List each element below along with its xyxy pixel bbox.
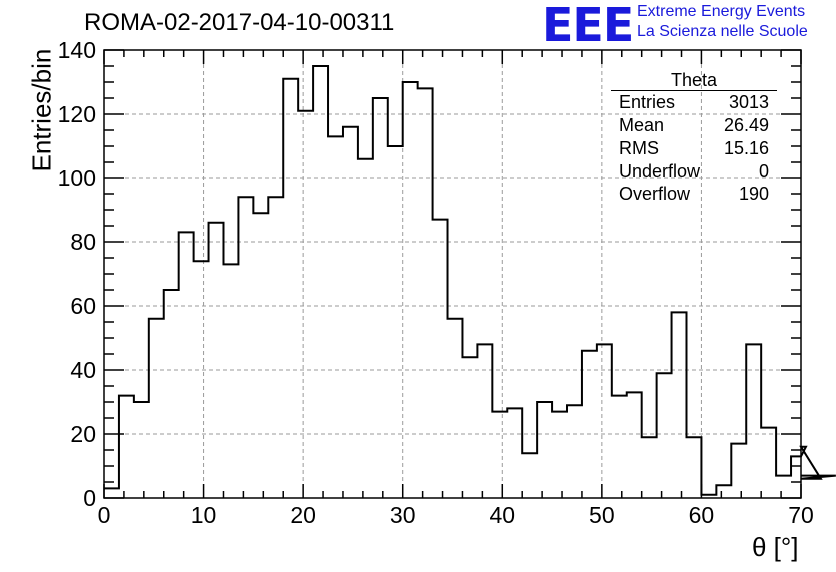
y-tick-label: 80 [70,229,96,255]
stats-label: Overflow [619,184,691,204]
eee-tagline-1: Extreme Energy Events [637,3,806,20]
grid-lines [104,50,801,498]
y-tick-label: 40 [70,357,96,383]
tick-labels: 0 10 20 30 40 50 60 70 0 20 40 60 80 100 120 140 [58,37,814,528]
x-tick-label: 0 [98,502,111,528]
y-tick-label: 60 [70,293,96,319]
y-tick-label: 20 [70,421,96,447]
stats-value: 3013 [728,92,769,112]
stats-value: 15.16 [723,138,769,158]
x-tick-label: 40 [489,502,515,528]
histogram-step-line [104,65,836,496]
stats-value: 190 [738,184,769,204]
stats-row-rms: RMS 15.16 [611,137,777,160]
stats-label: Mean [619,115,665,135]
x-tick-label: 10 [191,502,217,528]
y-tick-label: 100 [58,165,96,191]
stats-box: Theta Entries 3013 Mean 26.49 RMS 15.16 … [611,70,777,206]
eee-tagline-2: La Scienza nelle Scuole [637,23,808,40]
x-tick-label: 70 [788,502,814,528]
axis-ticks [103,49,802,499]
stats-value: 0 [758,161,769,181]
stats-label: Entries [619,92,676,112]
x-tick-label: 30 [390,502,416,528]
y-axis-label: Entries/bin [26,48,57,172]
x-tick-label: 20 [290,502,316,528]
x-tick-label: 50 [589,502,615,528]
y-tick-label: 0 [83,485,96,511]
stats-label: Underflow [619,161,701,181]
stats-row-mean: Mean 26.49 [611,114,777,137]
y-tick-label: 120 [58,101,96,127]
y-tick-label: 140 [58,37,96,63]
stats-label: RMS [619,138,659,158]
eee-logo: EEE [542,0,634,52]
stats-title: Theta [611,70,777,91]
stats-value: 26.49 [723,115,769,135]
stats-row-underflow: Underflow 0 [611,160,777,183]
chart-title: ROMA-02-2017-04-10-00311 [84,9,395,36]
stats-row-entries: Entries 3013 [611,91,777,114]
stats-row-overflow: Overflow 190 [611,183,777,206]
x-tick-label: 60 [689,502,715,528]
x-axis-label: θ [°] [752,532,799,562]
